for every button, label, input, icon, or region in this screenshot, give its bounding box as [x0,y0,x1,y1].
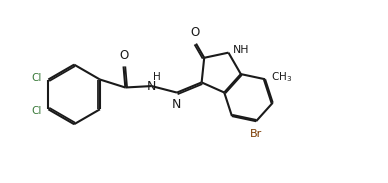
Text: NH: NH [233,45,249,55]
Text: O: O [119,49,128,62]
Text: Cl: Cl [31,73,42,83]
Text: N: N [147,80,156,93]
Text: H: H [153,72,161,82]
Text: O: O [190,26,199,39]
Text: Cl: Cl [31,106,42,116]
Text: Br: Br [250,129,262,139]
Text: CH$_3$: CH$_3$ [271,70,292,84]
Text: N: N [171,98,181,111]
